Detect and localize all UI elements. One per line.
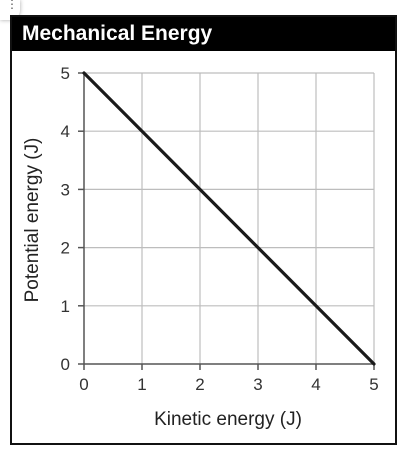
- grid: [84, 72, 375, 364]
- tick-labels: 0 1 2 3 4 5 0 1 2 3 4 5: [61, 64, 379, 394]
- x-tick-label: 1: [137, 375, 146, 394]
- y-axis-label: Potential energy (J): [22, 138, 43, 303]
- axes: [78, 72, 375, 370]
- more-options-icon[interactable]: ⋮: [6, 0, 18, 11]
- series-group: [82, 71, 376, 366]
- x-tick-label: 0: [79, 375, 88, 394]
- chart-title: Mechanical Energy: [12, 17, 395, 51]
- y-tick-label: 0: [61, 355, 70, 374]
- x-tick-label: 2: [195, 375, 204, 394]
- x-tick-label: 3: [253, 375, 262, 394]
- series-line: [82, 71, 376, 366]
- x-tick-label: 4: [311, 375, 320, 394]
- x-tick-label: 5: [369, 375, 378, 394]
- y-tick-label: 1: [61, 297, 70, 316]
- y-tick-label: 4: [61, 122, 70, 141]
- y-tick-label: 3: [61, 180, 70, 199]
- y-tick-label: 5: [61, 64, 70, 83]
- x-axis-label: Kinetic energy (J): [154, 409, 302, 430]
- y-tick-label: 2: [61, 239, 70, 258]
- chart-frame: Mechanical Energy: [10, 15, 397, 445]
